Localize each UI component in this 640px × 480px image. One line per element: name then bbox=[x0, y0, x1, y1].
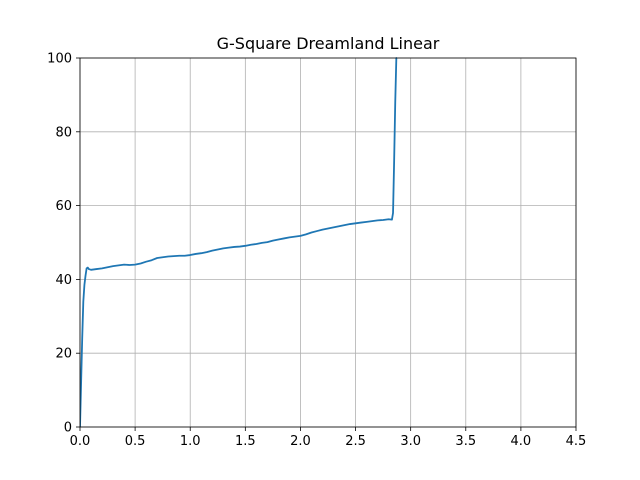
y-tick-label: 20 bbox=[55, 347, 72, 362]
x-tick-label: 3.0 bbox=[400, 434, 421, 449]
axes-frame bbox=[79, 57, 577, 428]
y-tick-label: 0 bbox=[64, 421, 72, 436]
y-tick-label: 60 bbox=[55, 199, 72, 214]
x-tick-label: 1.5 bbox=[235, 434, 256, 449]
series-layer bbox=[80, 57, 398, 427]
x-tick-label: 0.0 bbox=[70, 434, 91, 449]
chart-title: G-Square Dreamland Linear bbox=[217, 34, 440, 53]
x-tick-label: 1.0 bbox=[180, 434, 201, 449]
y-tick-label: 40 bbox=[55, 273, 72, 288]
x-tick-label: 4.5 bbox=[566, 434, 587, 449]
x-tick-label: 4.0 bbox=[511, 434, 532, 449]
x-tick-label: 3.5 bbox=[455, 434, 476, 449]
y-axis-ticks: 0 20 40 60 80 100 bbox=[47, 52, 80, 436]
y-tick-label: 80 bbox=[55, 125, 72, 140]
x-tick-label: 2.5 bbox=[345, 434, 366, 449]
y-tick-label: 100 bbox=[47, 52, 72, 67]
series-line bbox=[80, 57, 398, 427]
x-axis-ticks: 0.0 0.5 1.0 1.5 2.0 2.5 3.0 3.5 4.0 4.5 bbox=[70, 427, 587, 449]
x-tick-label: 0.5 bbox=[125, 434, 146, 449]
x-tick-label: 2.0 bbox=[290, 434, 311, 449]
grid-lines bbox=[79, 57, 577, 428]
